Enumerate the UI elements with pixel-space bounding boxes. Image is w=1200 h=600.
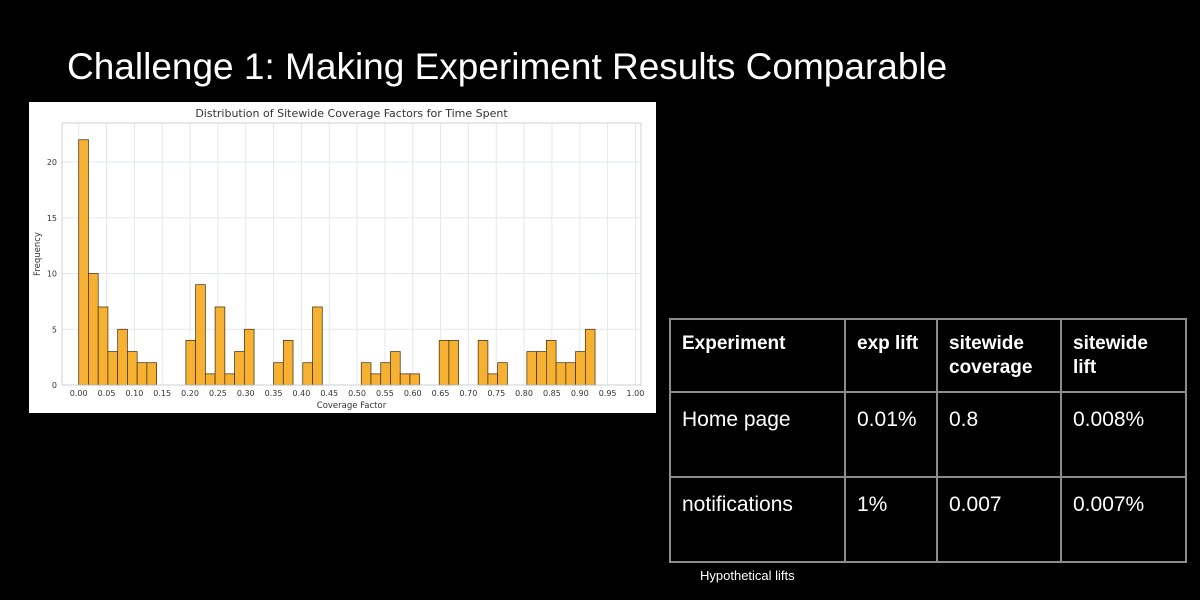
chart-title: Distribution of Sitewide Coverage Factor… — [195, 107, 508, 120]
x-tick-labels: 0.00 0.05 0.10 0.15 0.20 0.25 0.30 0.35 0.40 0.45… — [70, 389, 645, 398]
x-tick-label: 0.15 — [153, 389, 171, 398]
x-tick-label: 0.35 — [265, 389, 283, 398]
histogram-bar — [477, 340, 489, 386]
table-caption: Hypothetical lifts — [700, 568, 795, 583]
histogram-bar — [536, 351, 547, 386]
histogram-bar — [273, 362, 284, 386]
table-row: notifications 1% 0.007 0.007% — [669, 476, 1187, 563]
cell-exp-lift: 1% — [844, 476, 938, 563]
histogram-bar — [234, 351, 245, 386]
histogram-bar — [88, 273, 99, 386]
x-axis-label: Coverage Factor — [317, 401, 387, 411]
x-tick-label: 0.90 — [571, 389, 589, 398]
histogram-bar — [575, 351, 586, 386]
table-header-row: Experiment exp lift sitewide coverage sit… — [669, 318, 1187, 393]
slide-title: Challenge 1: Making Experiment Results C… — [67, 46, 948, 87]
header-exp-lift: exp lift — [844, 318, 938, 393]
y-tick-label: 10 — [47, 270, 57, 279]
x-tick-label: 0.25 — [209, 389, 227, 398]
x-tick-label: 0.55 — [376, 389, 394, 398]
header-sitewide-coverage-text: sitewide coverage — [949, 333, 1033, 378]
histogram-bar — [117, 328, 128, 386]
histogram-bar — [214, 306, 226, 386]
histogram-bar — [205, 373, 216, 386]
histogram-bar — [399, 373, 411, 386]
cell-sitewide-coverage: 0.007 — [936, 476, 1062, 563]
table-row: Home page 0.01% 0.8 0.008% — [669, 391, 1187, 478]
histogram-bar — [185, 340, 196, 386]
histogram-bar — [526, 351, 537, 386]
x-tick-label: 0.30 — [237, 389, 255, 398]
histogram-bar — [555, 362, 567, 386]
histogram-bar — [438, 340, 450, 386]
histogram-bar — [312, 306, 323, 386]
plot-frame — [61, 122, 642, 386]
x-tick-label: 0.85 — [543, 389, 561, 398]
cell-exp-lift: 0.01% — [844, 391, 938, 478]
header-experiment: Experiment — [669, 318, 846, 393]
histogram-bar — [302, 362, 313, 386]
histogram-bar — [224, 373, 235, 386]
experiment-results-table: Experiment exp lift sitewide coverage sit… — [669, 318, 1187, 563]
y-tick-labels: 0 5 10 15 20 — [47, 158, 57, 390]
histogram-bar — [146, 362, 157, 386]
histogram-bar — [136, 362, 148, 386]
x-tick-label: 0.80 — [515, 389, 533, 398]
cell-sitewide-lift: 0.007% — [1060, 476, 1187, 563]
histogram-bar — [127, 351, 138, 386]
histogram-bar — [370, 373, 382, 386]
y-axis-label: Frequency — [33, 232, 43, 276]
histogram-bar — [282, 340, 294, 386]
x-tick-label: 0.60 — [404, 389, 422, 398]
x-tick-label: 0.10 — [125, 389, 143, 398]
x-tick-label: 0.00 — [70, 389, 88, 398]
histogram-bar — [195, 284, 206, 386]
cell-experiment: Home page — [669, 391, 846, 478]
x-tick-label: 0.95 — [599, 389, 617, 398]
histogram-bar — [78, 139, 89, 386]
y-tick-label: 20 — [47, 158, 57, 167]
cell-sitewide-lift: 0.008% — [1060, 391, 1187, 478]
histogram-bar — [97, 306, 109, 386]
header-sitewide-lift: sitewide lift — [1060, 318, 1187, 393]
x-tick-label: 0.45 — [320, 389, 338, 398]
histogram-bar — [448, 340, 460, 386]
histogram-bar — [380, 362, 391, 386]
histogram-bar — [584, 328, 596, 386]
histogram-bar — [546, 340, 557, 386]
x-tick-label: 1.00 — [627, 389, 645, 398]
x-tick-label: 0.05 — [98, 389, 116, 398]
header-sitewide-lift-text: sitewide lift — [1073, 333, 1148, 378]
histogram-bar — [565, 362, 576, 386]
histogram-bar — [360, 362, 372, 386]
x-tick-label: 0.65 — [432, 389, 450, 398]
x-tick-label: 0.40 — [292, 389, 310, 398]
cell-sitewide-coverage: 0.8 — [936, 391, 1062, 478]
x-tick-label: 0.50 — [348, 389, 366, 398]
y-tick-label: 0 — [52, 381, 57, 390]
histogram-bar — [487, 373, 498, 386]
cell-experiment: notifications — [669, 476, 846, 563]
y-tick-label: 5 — [52, 325, 57, 334]
histogram-bar — [243, 328, 255, 386]
histogram-chart: 0.00 0.05 0.10 0.15 0.20 0.25 0.30 0.35 0.40 0.45… — [29, 102, 656, 413]
histogram-bar — [497, 362, 508, 386]
histogram-svg: 0.00 0.05 0.10 0.15 0.20 0.25 0.30 0.35 0.40 0.45… — [33, 107, 645, 411]
chart-bars — [78, 139, 596, 386]
histogram-bar — [390, 351, 401, 386]
x-tick-label: 0.70 — [460, 389, 478, 398]
histogram-bar — [409, 373, 421, 386]
y-tick-label: 15 — [47, 214, 57, 223]
histogram-bar — [107, 351, 119, 386]
header-sitewide-coverage: sitewide coverage — [936, 318, 1062, 393]
x-tick-label: 0.75 — [487, 389, 505, 398]
x-tick-label: 0.20 — [181, 389, 199, 398]
